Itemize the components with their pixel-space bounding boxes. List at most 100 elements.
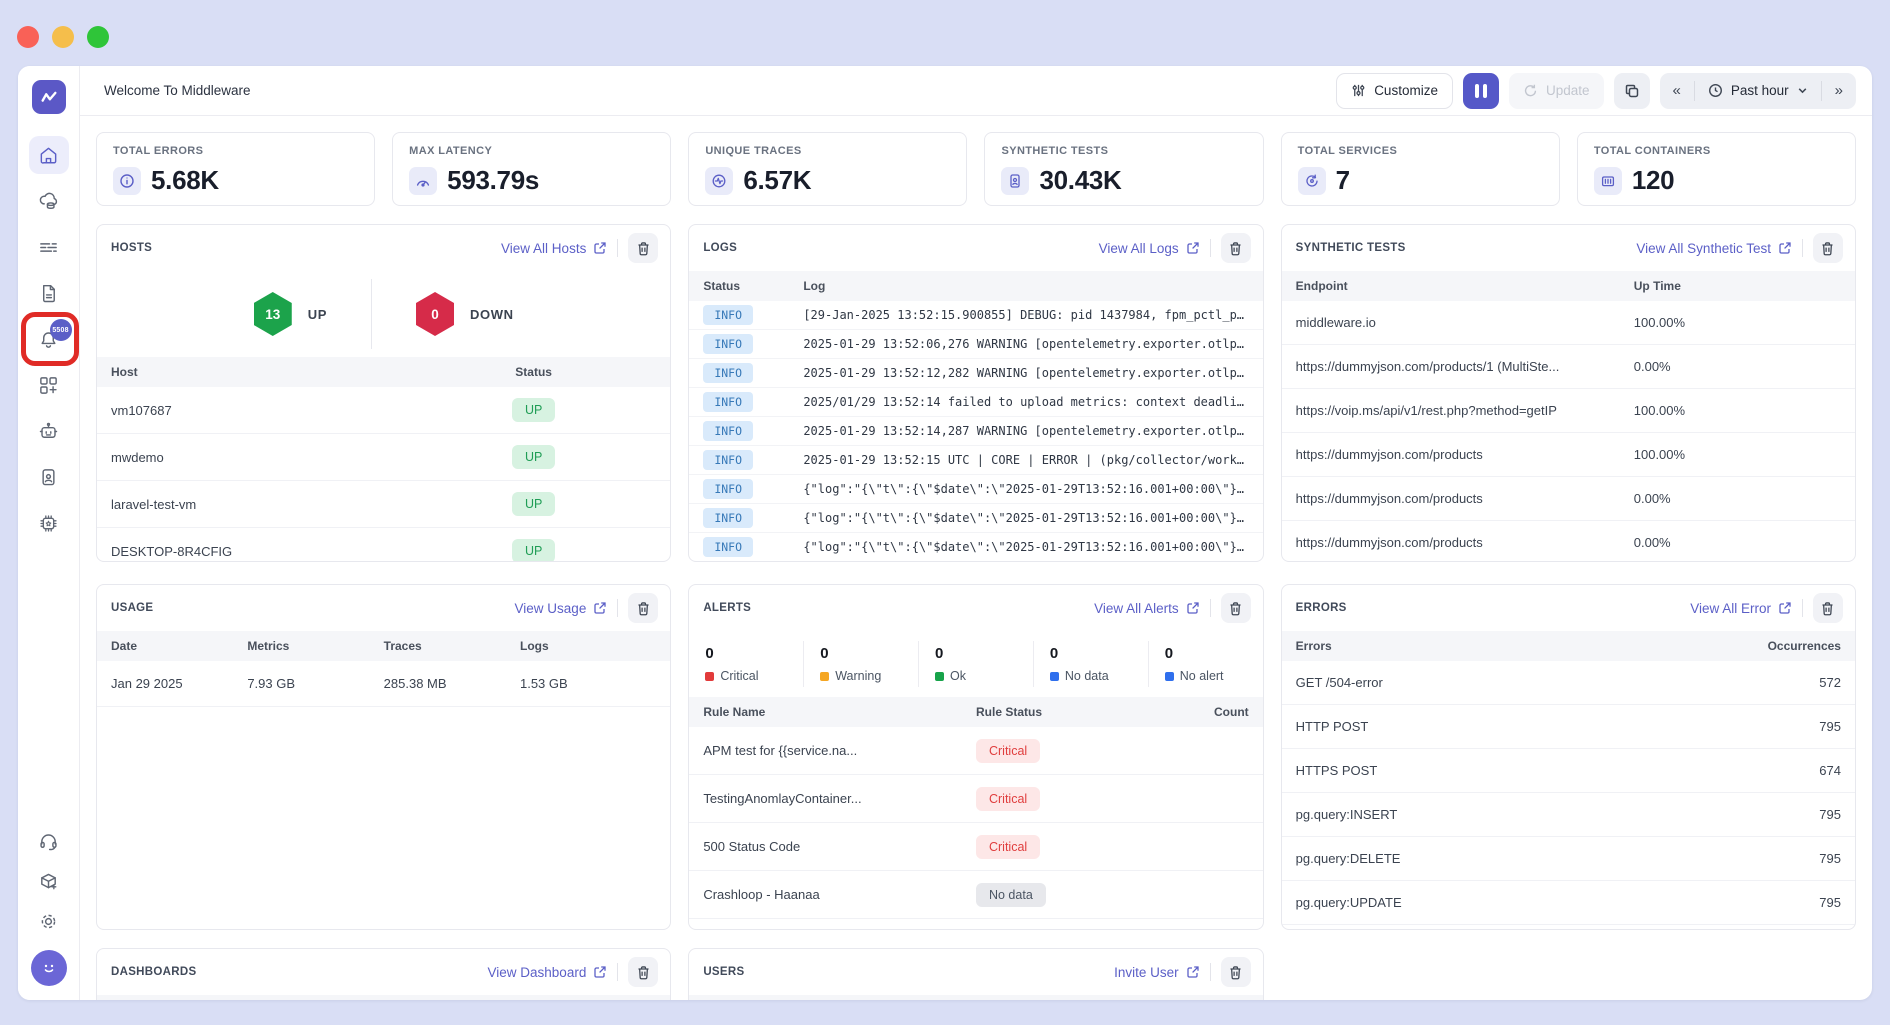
table-row[interactable]: vm107687 UP [97,387,671,434]
dashboards-panel: DASHBOARDS View Dashboard [96,948,672,1000]
user-avatar[interactable] [30,950,67,986]
containers-icon [1593,166,1622,195]
view-all-errors-link[interactable]: View All Error [1690,601,1792,616]
table-row[interactable]: Jan 29 2025 7.93 GB 285.38 MB 1.53 GB [97,661,671,707]
trash-icon [1820,241,1835,256]
table-row[interactable]: https://dummyjson.com/products 0.00% [1282,521,1855,561]
app-window: 5508 [18,66,1872,1000]
table-row[interactable]: HTTP POST 795 [1281,705,1855,749]
synthetic-delete-button[interactable] [1812,233,1843,263]
external-link-icon [1778,241,1792,255]
customize-button[interactable]: Customize [1336,72,1453,109]
table-row[interactable]: HTTPS POST 674 [1281,749,1855,793]
pause-icon [1474,83,1487,98]
table-row[interactable]: Crashloop - Haanaa No data [689,871,1263,919]
grid-plus-icon [40,376,57,394]
rule-status-badge: Critical [975,786,1041,811]
invite-user-link[interactable]: Invite User [1114,965,1200,980]
sidebar-item-home[interactable] [28,136,69,174]
traces-icon [705,166,734,195]
logs-delete-button[interactable] [1220,233,1251,263]
info-icon [113,166,141,195]
table-row[interactable]: INFO 2025-01-29 13:52:06,276 WARNING [ope… [689,330,1263,359]
errors-delete-button[interactable] [1812,593,1843,623]
window-close-button[interactable] [17,26,39,48]
table-row[interactable]: https://dummyjson.com/products/1 (MultiS… [1281,345,1855,389]
copy-button[interactable] [1613,72,1650,109]
sidebar-item-integrations[interactable] [29,504,69,542]
rule-status-badge: Critical [975,834,1041,859]
rule-status-badge: Critical [975,738,1041,763]
update-button[interactable]: Update [1508,72,1604,109]
table-row[interactable]: DESKTOP-8R4CFIG UP [97,528,670,561]
table-row[interactable]: https://dummyjson.com/products 0.00% [1281,477,1855,521]
time-range-selector[interactable]: Past hour [1695,73,1821,109]
sidebar-item-alerts[interactable]: 5508 [20,312,79,366]
log-level-badge: INFO [703,334,754,354]
sidebar-item-logs[interactable] [29,228,69,266]
sidebar-item-synthetic[interactable] [29,458,69,496]
trash-icon [1228,601,1243,616]
empty-grid-cell [1281,948,1856,1000]
hosts-title: HOSTS [111,242,153,254]
hosts-delete-button[interactable] [628,233,659,263]
table-row[interactable]: INFO 2025-01-29 13:52:15 UTC | CORE | ERR… [689,446,1263,475]
dashboards-table-header [97,995,671,1000]
table-row[interactable]: middleware.io 100.00% [1281,301,1855,345]
view-all-hosts-link[interactable]: View All Hosts [501,241,607,256]
table-row[interactable]: APM test for {{service.na... Critical [689,727,1263,775]
sidebar-item-assistant[interactable] [29,412,69,450]
table-row[interactable]: INFO {"log":"{\"t\":{\"$date\":\"2025-01-… [689,475,1263,504]
hosts-down-hexagon: 0 [416,292,455,336]
log-level-badge: INFO [703,537,754,557]
app-logo[interactable] [31,80,66,114]
home-icon [40,147,57,164]
table-row[interactable]: INFO 2025-01-29 13:52:14,287 WARNING [ope… [689,417,1263,446]
view-all-alerts-link[interactable]: View All Alerts [1094,601,1200,616]
status-badge: UP [511,445,556,469]
table-row[interactable]: laravel-test-vm UP [97,481,671,528]
table-row[interactable]: pg.query:UPDATE 795 [1281,881,1855,925]
table-row[interactable]: mwdemo UP [97,434,671,481]
critical-color-square [705,671,715,681]
package-plus-icon [41,873,57,889]
table-row[interactable]: INFO {"log":"{\"t\":{\"$date\":\"2025-01-… [689,504,1263,533]
headset-icon [40,833,57,850]
sidebar-item-support[interactable] [29,824,69,858]
status-badge: UP [511,492,556,516]
sidebar-item-settings[interactable] [29,904,69,938]
alerts-delete-button[interactable] [1220,593,1251,623]
table-row[interactable]: https://dummyjson.com/products 100.00% [1281,433,1855,477]
table-row[interactable]: pg.query:INSERT 795 [1281,793,1855,837]
view-all-synthetic-link[interactable]: View All Synthetic Test [1636,241,1792,256]
table-row[interactable]: 500 Status Code Critical [689,823,1263,871]
dashboards-delete-button[interactable] [628,957,659,987]
table-row[interactable]: INFO {"log":"{\"t\":{\"$date\":\"2025-01-… [689,533,1262,561]
table-row[interactable]: https://voip.ms/api/v1/rest.php?method=g… [1281,389,1855,433]
table-row[interactable]: GET /504-error 572 [1281,661,1855,705]
services-icon [1297,166,1326,195]
time-range-prev-button[interactable]: « [1672,82,1681,99]
table-row[interactable]: INFO 2025/01/29 13:52:14 failed to upload… [689,388,1263,417]
table-row[interactable]: pg.query:DELETE 795 [1281,837,1855,881]
usage-delete-button[interactable] [628,593,659,623]
sidebar-item-install[interactable] [29,864,69,898]
sidebar-item-infrastructure[interactable] [29,182,69,220]
rule-status-badge: No data [975,882,1046,907]
hosts-panel: HOSTS View All Hosts 13 UP [96,224,672,562]
sidebar-item-dashboards[interactable] [29,366,69,404]
users-delete-button[interactable] [1220,957,1251,987]
window-minimize-button[interactable] [52,26,74,48]
time-range-next-button[interactable]: » [1834,82,1843,99]
view-all-logs-link[interactable]: View All Logs [1099,241,1200,256]
view-usage-link[interactable]: View Usage [515,601,608,616]
sidebar-item-reports[interactable] [29,274,69,312]
table-row[interactable]: INFO 2025-01-29 13:52:12,282 WARNING [ope… [689,359,1263,388]
table-row[interactable]: INFO [29-Jan-2025 13:52:15.900855] DEBUG:… [689,301,1263,330]
alerts-summary-ok: 0 Ok [919,641,1034,687]
table-row[interactable]: TestingAnomlayContainer... Critical [689,775,1263,823]
view-dashboard-link[interactable]: View Dashboard [488,965,608,980]
pause-button[interactable] [1462,72,1499,109]
log-level-badge: INFO [703,508,754,528]
window-zoom-button[interactable] [87,26,109,48]
